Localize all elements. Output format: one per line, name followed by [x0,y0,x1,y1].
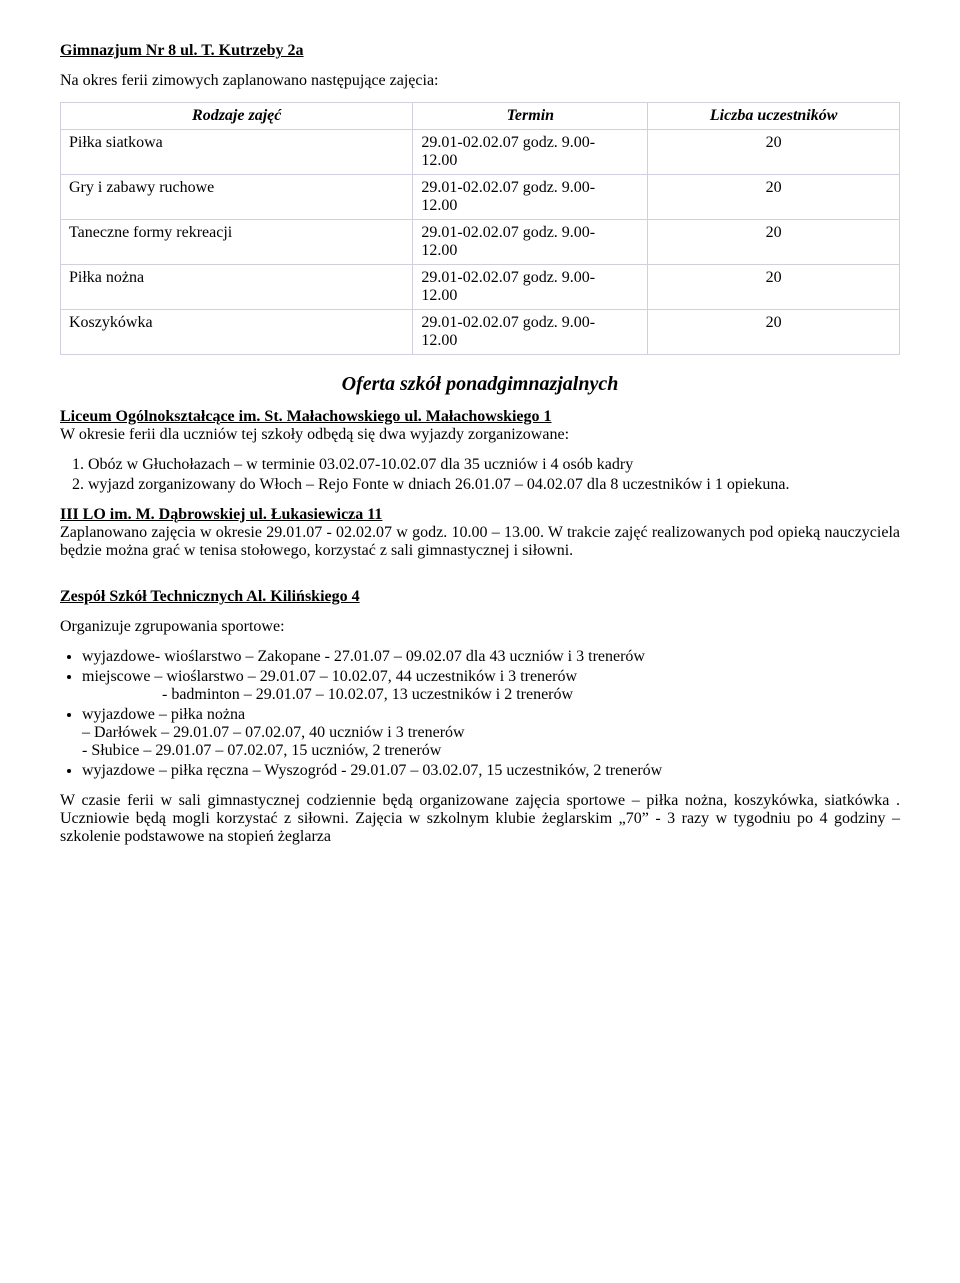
lo1-heading: Liceum Ogólnokształcące im. St. Małachow… [60,408,552,425]
lo1-intro: W okresie ferii dla uczniów tej szkoły o… [60,426,569,443]
cell-termin: 29.01-02.02.07 godz. 9.00- 12.00 [413,130,648,175]
school-header-1: Gimnazjum Nr 8 ul. T. Kutrzeby 2a [60,42,900,60]
table-row: Piłka nożna 29.01-02.02.07 godz. 9.00- 1… [61,265,900,310]
cell-rodzaj: Taneczne formy rekreacji [61,220,413,265]
termin-line2: 12.00 [421,197,457,214]
school-header-1-text: Gimnazjum Nr 8 ul. T. Kutrzeby 2a [60,42,304,59]
zst-heading: Zespół Szkół Technicznych Al. Kilińskieg… [60,588,360,605]
termin-line2: 12.00 [421,242,457,259]
zst-item-c: wyjazdowe – piłka nożna – Darłówek – 29.… [82,706,900,760]
zst-heading-wrap: Zespół Szkół Technicznych Al. Kilińskieg… [60,588,900,606]
zst-item-b-sub: - badminton – 29.01.07 – 10.02.07, 13 uc… [162,686,900,704]
schedule-table: Rodzaje zajęć Termin Liczba uczestników … [60,102,900,355]
lo1-list: Obóz w Głuchołazach – w terminie 03.02.0… [88,456,900,494]
termin-line1: 29.01-02.02.07 godz. 9.00- [421,134,595,151]
lo3-block: III LO im. M. Dąbrowskiej ul. Łukasiewic… [60,506,900,560]
cell-termin: 29.01-02.02.07 godz. 9.00- 12.00 [413,175,648,220]
zst-item-c-sub1: – Darłówek – 29.01.07 – 07.02.07, 40 ucz… [82,724,900,742]
cell-termin: 29.01-02.02.07 godz. 9.00- 12.00 [413,220,648,265]
cell-rodzaj: Gry i zabawy ruchowe [61,175,413,220]
lo3-heading: III LO im. M. Dąbrowskiej ul. Łukasiewic… [60,506,382,523]
table-header-row: Rodzaje zajęć Termin Liczba uczestników [61,103,900,130]
section-title: Oferta szkół ponadgimnazjalnych [60,373,900,396]
zst-item-b-text: miejscowe – wioślarstwo – 29.01.07 – 10.… [82,668,577,685]
zst-list: wyjazdowe- wioślarstwo – Zakopane - 27.0… [82,648,900,780]
lo1-item-2: wyjazd zorganizowany do Włoch – Rejo Fon… [88,476,900,494]
cell-termin: 29.01-02.02.07 godz. 9.00- 12.00 [413,265,648,310]
cell-liczba: 20 [648,220,900,265]
document-page: Gimnazjum Nr 8 ul. T. Kutrzeby 2a Na okr… [30,0,930,898]
zst-intro: Organizuje zgrupowania sportowe: [60,618,900,636]
col-header-termin: Termin [413,103,648,130]
lo1-block: Liceum Ogólnokształcące im. St. Małachow… [60,408,900,444]
table-row: Gry i zabawy ruchowe 29.01-02.02.07 godz… [61,175,900,220]
table-row: Taneczne formy rekreacji 29.01-02.02.07 … [61,220,900,265]
termin-line1: 29.01-02.02.07 godz. 9.00- [421,314,595,331]
cell-rodzaj: Piłka siatkowa [61,130,413,175]
termin-line2: 12.00 [421,332,457,349]
termin-line1: 29.01-02.02.07 godz. 9.00- [421,269,595,286]
cell-liczba: 20 [648,265,900,310]
intro-1: Na okres ferii zimowych zaplanowano nast… [60,72,900,90]
zst-item-b: miejscowe – wioślarstwo – 29.01.07 – 10.… [82,668,900,704]
zst-item-c-text: wyjazdowe – piłka nożna [82,706,245,723]
zst-item-d: wyjazdowe – piłka ręczna – Wyszogród - 2… [82,762,900,780]
table-row: Piłka siatkowa 29.01-02.02.07 godz. 9.00… [61,130,900,175]
cell-rodzaj: Koszykówka [61,310,413,355]
zst-item-c-sub2: - Słubice – 29.01.07 – 07.02.07, 15 uczn… [82,742,900,760]
cell-liczba: 20 [648,310,900,355]
zst-item-a: wyjazdowe- wioślarstwo – Zakopane - 27.0… [82,648,900,666]
termin-line1: 29.01-02.02.07 godz. 9.00- [421,179,595,196]
cell-liczba: 20 [648,175,900,220]
cell-liczba: 20 [648,130,900,175]
termin-line1: 29.01-02.02.07 godz. 9.00- [421,224,595,241]
zst-tail: W czasie ferii w sali gimnastycznej codz… [60,792,900,846]
lo3-body: Zaplanowano zajęcia w okresie 29.01.07 -… [60,524,900,559]
lo1-item-1: Obóz w Głuchołazach – w terminie 03.02.0… [88,456,900,474]
table-row: Koszykówka 29.01-02.02.07 godz. 9.00- 12… [61,310,900,355]
cell-termin: 29.01-02.02.07 godz. 9.00- 12.00 [413,310,648,355]
cell-rodzaj: Piłka nożna [61,265,413,310]
col-header-liczba: Liczba uczestników [648,103,900,130]
termin-line2: 12.00 [421,287,457,304]
col-header-rodzaj: Rodzaje zajęć [61,103,413,130]
termin-line2: 12.00 [421,152,457,169]
